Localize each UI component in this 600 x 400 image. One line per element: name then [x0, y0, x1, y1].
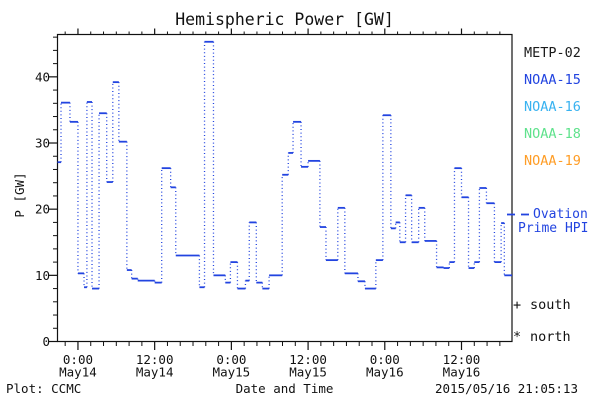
- x-tick-date-label: May14: [136, 365, 174, 380]
- y-tick-label: 0: [42, 334, 50, 349]
- y-tick-label: 10: [35, 268, 50, 283]
- y-axis-label: P [GW]: [12, 172, 27, 217]
- x-tick-time-label: 0:00: [216, 352, 246, 367]
- legend-item-noaa16: NOAA-16: [524, 98, 581, 115]
- x-tick-time-label: 12:00: [289, 352, 327, 367]
- plot-credit: Plot: CCMC: [6, 381, 82, 396]
- x-tick-time-label: 12:00: [443, 352, 481, 367]
- legend-ovation-line2: Prime HPI: [518, 221, 589, 236]
- plus-marker-glyph: +: [513, 297, 522, 313]
- axes-box: [56, 33, 513, 343]
- y-tick-label: 20: [35, 202, 50, 217]
- y-tick-label: 40: [35, 69, 50, 84]
- asterisk-marker-glyph: *: [513, 329, 522, 345]
- x-tick-date-label: May15: [289, 365, 327, 380]
- legend-marker-south: + south: [513, 297, 571, 313]
- legend-item-noaa19: NOAA-19: [524, 152, 581, 169]
- x-tick-time-label: 0:00: [370, 352, 400, 367]
- legend-marker-north: * north: [513, 329, 571, 345]
- x-tick-time-label: 0:00: [63, 352, 93, 367]
- marker-north-label: north: [530, 329, 571, 345]
- generation-timestamp: 2015/05/16 21:05:13: [435, 381, 578, 396]
- x-tick-date-label: May14: [59, 365, 97, 380]
- legend-item-noaa18: NOAA-18: [524, 125, 581, 142]
- x-tick-date-label: May16: [443, 365, 481, 380]
- chart-title: Hemispheric Power [GW]: [175, 10, 394, 29]
- legend-item-metp02: METP-02: [524, 44, 581, 61]
- x-tick-date-label: May16: [366, 365, 404, 380]
- x-tick-date-label: May15: [213, 365, 251, 380]
- marker-south-label: south: [530, 297, 571, 313]
- x-axis-title: Date and Time: [235, 381, 334, 396]
- y-tick-label: 30: [35, 136, 50, 151]
- legend-item-noaa15: NOAA-15: [524, 71, 581, 88]
- x-tick-time-label: 12:00: [136, 352, 174, 367]
- legend-ovation-line1: Ovation: [533, 207, 588, 222]
